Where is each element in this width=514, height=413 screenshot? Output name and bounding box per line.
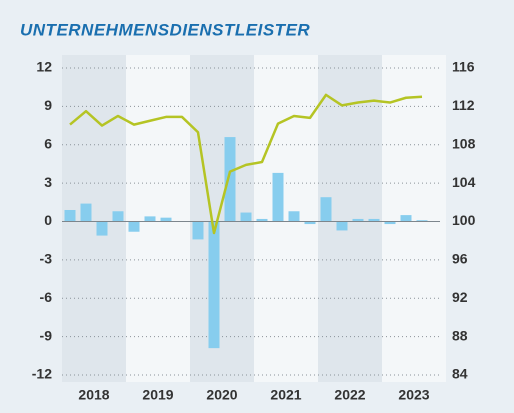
x-tick-label: 2021 [270,387,301,403]
y2-tick-label: 112 [452,97,475,113]
bar [304,221,316,225]
y2-tick-label: 100 [452,212,476,228]
y-tick-label: -3 [40,251,53,267]
year-band [126,55,190,382]
y2-tick-label: 116 [452,59,475,75]
bar [80,203,92,222]
y-tick-label: 12 [36,59,52,75]
bar [96,221,108,236]
bar [256,218,268,222]
y-tick-label: 3 [44,174,52,190]
y-tick-label: -6 [40,289,53,305]
x-tick-label: 2018 [78,387,109,403]
y2-tick-label: 96 [452,251,468,267]
y2-tick-label: 108 [452,135,476,151]
bar [208,221,220,349]
bar [320,197,332,222]
bar [288,211,300,222]
bar [64,209,76,222]
bar [400,215,412,222]
y2-tick-label: 84 [452,366,468,382]
x-tick-label: 2022 [334,387,365,403]
y-tick-label: -9 [40,327,53,343]
bar [240,212,252,222]
y-tick-label: 6 [44,135,52,151]
bar [112,211,124,222]
x-tick-label: 2023 [398,387,429,403]
year-band [382,55,446,382]
bar [144,216,156,222]
x-tick-label: 2020 [206,387,237,403]
bar [128,221,140,232]
bar [368,218,380,222]
year-band [254,55,318,382]
bar [336,221,348,231]
bar [352,218,364,222]
bar [224,137,236,222]
y-tick-label: 9 [44,97,52,113]
bar [272,172,284,222]
chart-title: UNTERNEHMENSDIENSTLEISTER [20,20,310,39]
y2-tick-label: 104 [452,174,476,190]
y-tick-label: -12 [32,366,52,382]
y-tick-label: 0 [44,212,52,228]
line [69,93,423,235]
bar [384,221,396,225]
bar [416,220,428,222]
bar [192,221,204,240]
y2-tick-label: 92 [452,289,468,305]
x-tick-label: 2019 [142,387,173,403]
y2-tick-label: 88 [452,327,468,343]
bar [160,217,172,222]
